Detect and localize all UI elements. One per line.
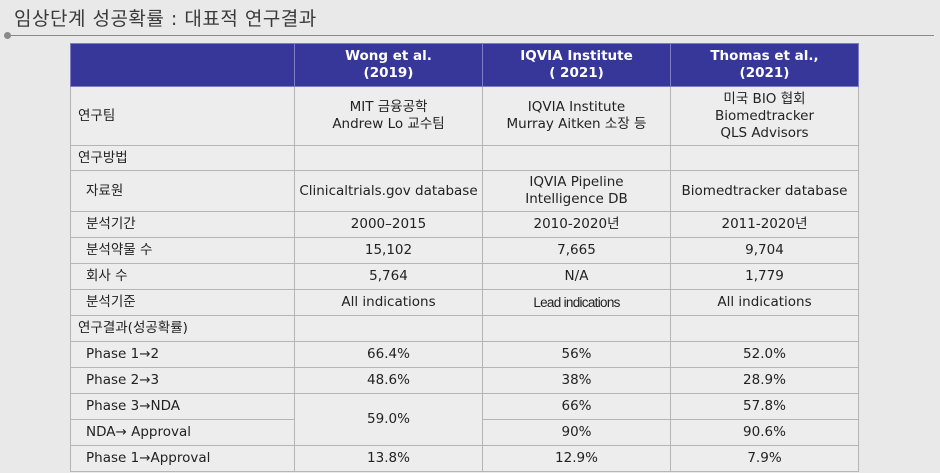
- cell-p3nda-iqvia: 66%: [482, 393, 671, 420]
- header-iqvia-year: ( 2021): [549, 65, 604, 81]
- cell-source-thomas: Biomedtracker database: [670, 170, 859, 212]
- cell-companies-iqvia: N/A: [482, 263, 671, 290]
- row-drugs: 분석약물 수 15,102 7,665 9,704: [70, 237, 859, 264]
- cell-source-wong: Clinicaltrials.gov database: [294, 170, 483, 212]
- title-rule: [8, 35, 934, 36]
- row-companies: 회사 수 5,764 N/A 1,779: [70, 263, 859, 290]
- cell-p3nda-thomas: 57.8%: [670, 393, 859, 420]
- row-phase1-approval: Phase 1→Approval 13.8% 12.9% 7.9%: [70, 445, 859, 472]
- cell-drugs-iqvia: 7,665: [482, 237, 671, 264]
- cell-empty: [482, 315, 671, 342]
- cell-text: Murray Aitken 소장 등: [506, 116, 647, 132]
- cell-text: Andrew Lo 교수팀: [332, 116, 445, 132]
- cell-p23-wong: 48.6%: [294, 367, 483, 394]
- header-thomas-name: Thomas et al.,: [710, 48, 819, 64]
- row-label: 분석기준: [70, 289, 295, 316]
- header-wong-name: Wong et al.: [345, 48, 432, 64]
- row-nda-approval: NDA→ Approval 90% 90.6%: [70, 419, 859, 446]
- cell-text: Intelligence DB: [525, 191, 628, 207]
- cell-text: Biomedtracker: [714, 107, 815, 124]
- cell-p3-approval-wong: 59.0%: [294, 393, 483, 446]
- cell-p12-thomas: 52.0%: [670, 341, 859, 368]
- row-label: 분석기간: [70, 211, 295, 238]
- cell-text: MIT 금융공학: [349, 99, 428, 115]
- header-thomas-year: (2021): [739, 65, 790, 81]
- row-method: 연구방법: [70, 145, 859, 171]
- clinical-success-table: Wong et al. (2019) IQVIA Institute ( 202…: [70, 43, 859, 472]
- cell-p23-thomas: 28.9%: [670, 367, 859, 394]
- cell-team-thomas: 미국 BIO 협회 Biomedtracker QLS Advisors: [670, 86, 859, 146]
- cell-criteria-thomas: All indications: [670, 289, 859, 316]
- header-iqvia: IQVIA Institute ( 2021): [482, 43, 671, 87]
- cell-ndaapp-thomas: 90.6%: [670, 419, 859, 446]
- row-phase1-2: Phase 1→2 66.4% 56% 52.0%: [70, 341, 859, 368]
- cell-text: IQVIA Pipeline: [529, 174, 624, 190]
- cell-text: 미국 BIO 협회: [723, 90, 806, 107]
- row-source: 자료원 Clinicaltrials.gov database IQVIA Pi…: [70, 170, 859, 212]
- cell-p1app-thomas: 7.9%: [670, 445, 859, 472]
- header-thomas: Thomas et al., (2021): [670, 43, 859, 87]
- cell-companies-thomas: 1,779: [670, 263, 859, 290]
- cell-drugs-wong: 15,102: [294, 237, 483, 264]
- row-label: 연구팀: [70, 86, 295, 146]
- cell-empty: [294, 315, 483, 342]
- cell-p1app-iqvia: 12.9%: [482, 445, 671, 472]
- cell-drugs-thomas: 9,704: [670, 237, 859, 264]
- cell-p1app-wong: 13.8%: [294, 445, 483, 472]
- row-phase3-nda: Phase 3→NDA 59.0% 66% 57.8%: [70, 393, 859, 446]
- cell-ndaapp-iqvia: 90%: [482, 419, 671, 446]
- cell-team-wong: MIT 금융공학 Andrew Lo 교수팀: [294, 86, 483, 146]
- row-label: Phase 1→2: [70, 341, 295, 368]
- row-label: 회사 수: [70, 263, 295, 290]
- cell-period-iqvia: 2010-2020년: [482, 211, 671, 238]
- header-corner: [70, 43, 295, 87]
- header-row: Wong et al. (2019) IQVIA Institute ( 202…: [70, 43, 859, 87]
- row-team: 연구팀 MIT 금융공학 Andrew Lo 교수팀 IQVIA Institu…: [70, 86, 859, 146]
- cell-empty: [670, 145, 859, 171]
- cell-source-iqvia: IQVIA Pipeline Intelligence DB: [482, 170, 671, 212]
- title-rule-dot: [4, 32, 11, 39]
- cell-empty: [482, 145, 671, 171]
- cell-criteria-iqvia: Lead indications: [482, 289, 671, 316]
- row-label: 연구결과(성공확률): [70, 315, 295, 342]
- cell-empty: [670, 315, 859, 342]
- header-iqvia-name: IQVIA Institute: [520, 48, 633, 64]
- cell-text: IQVIA Institute: [527, 99, 626, 115]
- header-wong: Wong et al. (2019): [294, 43, 483, 87]
- header-wong-year: (2019): [363, 65, 414, 81]
- row-label: Phase 3→NDA: [70, 393, 295, 420]
- page-title: 임상단계 성공확률 : 대표적 연구결과: [14, 8, 317, 30]
- row-criteria: 분석기준 All indications Lead indications Al…: [70, 289, 859, 316]
- cell-p12-wong: 66.4%: [294, 341, 483, 368]
- cell-team-iqvia: IQVIA Institute Murray Aitken 소장 등: [482, 86, 671, 146]
- row-label: 분석약물 수: [70, 237, 295, 264]
- row-period: 분석기간 2000–2015 2010-2020년 2011-2020년: [70, 211, 859, 238]
- cell-p12-iqvia: 56%: [482, 341, 671, 368]
- row-label: 연구방법: [70, 145, 295, 171]
- cell-period-thomas: 2011-2020년: [670, 211, 859, 238]
- row-results: 연구결과(성공확률): [70, 315, 859, 342]
- row-label: Phase 2→3: [70, 367, 295, 394]
- row-label: 자료원: [70, 170, 295, 212]
- row-label: Phase 1→Approval: [70, 445, 295, 472]
- row-phase2-3: Phase 2→3 48.6% 38% 28.9%: [70, 367, 859, 394]
- cell-p23-iqvia: 38%: [482, 367, 671, 394]
- cell-period-wong: 2000–2015: [294, 211, 483, 238]
- cell-empty: [294, 145, 483, 171]
- cell-companies-wong: 5,764: [294, 263, 483, 290]
- row-label: NDA→ Approval: [70, 419, 295, 446]
- cell-text: QLS Advisors: [720, 124, 809, 141]
- cell-criteria-wong: All indications: [294, 289, 483, 316]
